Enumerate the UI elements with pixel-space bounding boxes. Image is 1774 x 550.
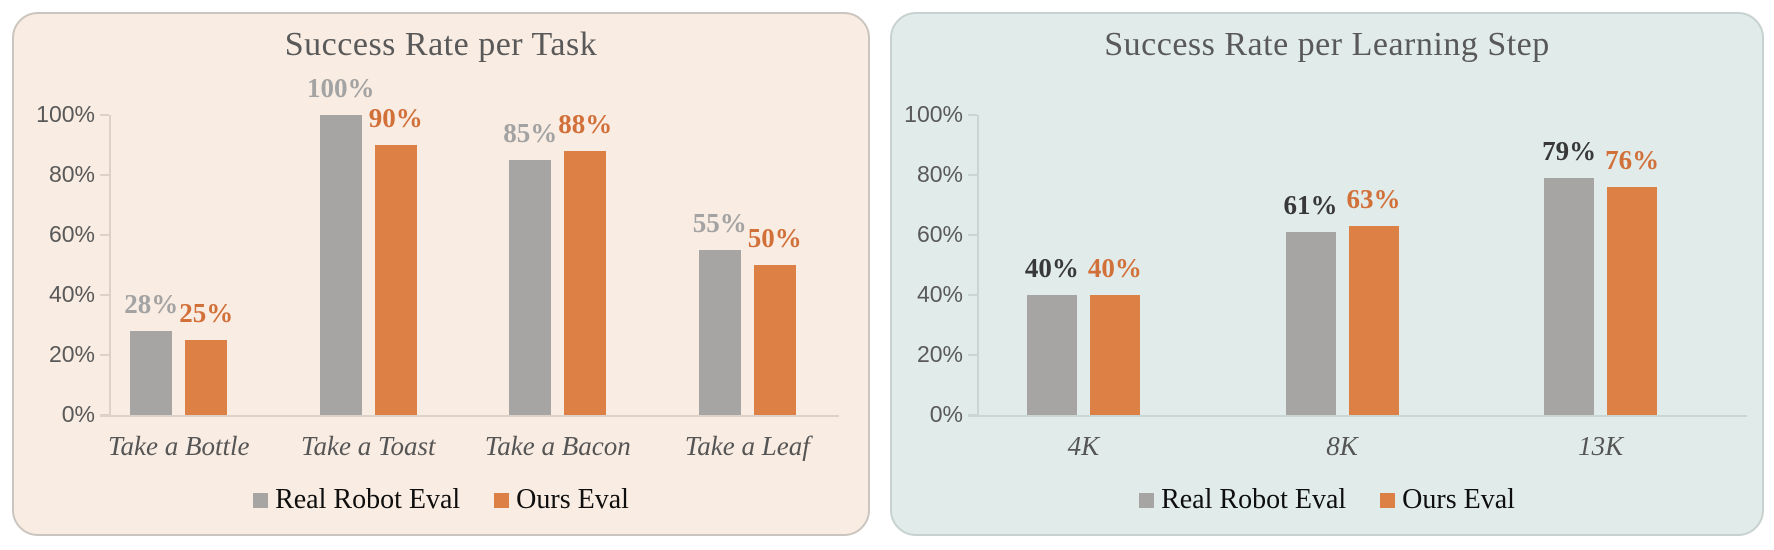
- y-axis-tick: [100, 234, 109, 236]
- y-axis-tick-label: 20%: [48, 341, 95, 367]
- legend-item: Ours Eval: [494, 484, 629, 516]
- category-label: 13K: [1578, 431, 1624, 461]
- chart-title: Success Rate per Task: [284, 26, 598, 63]
- y-axis-tick: [100, 114, 109, 116]
- legend-item: Real Robot Eval: [253, 484, 460, 516]
- y-axis-tick-label: 60%: [48, 221, 95, 247]
- bar-group: 85% 88%: [463, 109, 653, 415]
- bar: 40%: [1025, 253, 1079, 415]
- legend-marker: [494, 492, 510, 508]
- bar-value-label: 85%: [503, 118, 558, 148]
- bar: 100%: [307, 73, 375, 415]
- category-label: Take a Leaf: [684, 431, 810, 461]
- bar: 55%: [693, 208, 747, 415]
- bar-group: 79% 76%: [1471, 115, 1730, 415]
- bar-value-label: 61%: [1283, 190, 1338, 220]
- bar: 88%: [558, 109, 612, 415]
- bar-value-label: 40%: [1087, 253, 1142, 283]
- y-axis-tick-label: 40%: [48, 281, 95, 307]
- legend-marker: [1380, 492, 1396, 508]
- bar-value-label: 63%: [1346, 184, 1401, 214]
- category-label: Take a Bacon: [484, 431, 631, 461]
- y-axis-tick-label: 0%: [929, 401, 963, 427]
- legend: Real Robot Eval Ours Eval: [14, 484, 868, 516]
- category-label: 4K: [1067, 431, 1100, 461]
- y-axis-tick-label: 40%: [916, 281, 963, 307]
- bar: 61%: [1284, 190, 1338, 415]
- bar-group: 100% 90%: [274, 73, 464, 415]
- y-axis-tick: [968, 174, 977, 176]
- bar-group: 28% 25%: [84, 115, 274, 415]
- category-label: Take a Toast: [300, 431, 436, 461]
- y-axis-tick-label: 100%: [36, 101, 95, 127]
- task-chart-panel: Success Rate per Task 100% 80% 60% 40% 20% 0%…: [12, 12, 870, 536]
- chart-title: Success Rate per Learning Step: [1104, 26, 1550, 63]
- y-axis-tick-label: 0%: [61, 401, 95, 427]
- y-axis-tick: [100, 174, 109, 176]
- bar: 25%: [179, 298, 233, 415]
- legend-marker: [1139, 492, 1155, 508]
- bar-value-label: 90%: [368, 103, 423, 133]
- legend-series-label: Real Robot Eval: [275, 484, 461, 515]
- bar-value-label: 28%: [124, 289, 179, 319]
- x-axis-line: [968, 415, 1747, 417]
- learning-step-chart-panel: Success Rate per Learning Step 100% 80% 60…: [890, 12, 1764, 536]
- bar: 85%: [503, 118, 557, 415]
- bar-group: 40% 40%: [954, 115, 1213, 415]
- bar: 28%: [124, 289, 178, 415]
- legend-series-label: Ours Eval: [516, 484, 629, 515]
- x-axis-line: [100, 415, 839, 417]
- bar-groups: 28% 25% 100% 90% 85% 88% 55% 50%: [84, 73, 843, 415]
- bar-groups: 40% 40% 61% 63% 79% 76%: [954, 115, 1730, 415]
- category-label: Take a Bottle: [108, 431, 250, 461]
- y-axis-tick: [968, 354, 977, 356]
- bar-value-label: 76%: [1605, 145, 1660, 175]
- bar: 90%: [369, 103, 423, 415]
- y-axis-tick: [100, 354, 109, 356]
- y-axis-tick-label: 60%: [916, 221, 963, 247]
- legend-marker: [253, 492, 269, 508]
- bar-value-label: 79%: [1542, 136, 1597, 166]
- category-labels: 4K 8K 13K: [954, 431, 1730, 462]
- bar-group: 55% 50%: [653, 115, 843, 415]
- y-axis-tick-label: 80%: [916, 161, 963, 187]
- bar: 76%: [1605, 145, 1659, 415]
- y-axis-tick: [100, 294, 109, 296]
- legend-series-label: Real Robot Eval: [1161, 484, 1347, 515]
- bar: 79%: [1542, 136, 1596, 415]
- bar: 50%: [748, 223, 802, 415]
- y-axis-tick: [968, 294, 977, 296]
- y-axis-tick-label: 80%: [48, 161, 95, 187]
- y-axis-tick: [968, 114, 977, 116]
- bar-value-label: 100%: [307, 73, 375, 103]
- bar: 40%: [1088, 253, 1142, 415]
- legend-series-label: Ours Eval: [1402, 484, 1515, 515]
- bar: 63%: [1347, 184, 1401, 415]
- bar-value-label: 55%: [692, 208, 747, 238]
- bar-value-label: 25%: [179, 298, 234, 328]
- category-labels: Take a Bottle Take a Toast Take a Bacon Tak…: [84, 431, 842, 462]
- y-axis-tick-label: 100%: [904, 101, 963, 127]
- bar-group: 61% 63%: [1213, 115, 1472, 415]
- legend-item: Ours Eval: [1380, 484, 1515, 516]
- y-axis-line: [977, 115, 979, 415]
- y-axis-tick-label: 20%: [916, 341, 963, 367]
- bar-value-label: 40%: [1024, 253, 1079, 283]
- legend-item: Real Robot Eval: [1139, 484, 1346, 516]
- bar-value-label: 88%: [558, 109, 613, 139]
- y-axis-tick: [968, 234, 977, 236]
- legend: Real Robot Eval Ours Eval: [892, 484, 1762, 516]
- category-label: 8K: [1326, 431, 1358, 461]
- bar-value-label: 50%: [747, 223, 802, 253]
- y-axis-line: [109, 115, 111, 415]
